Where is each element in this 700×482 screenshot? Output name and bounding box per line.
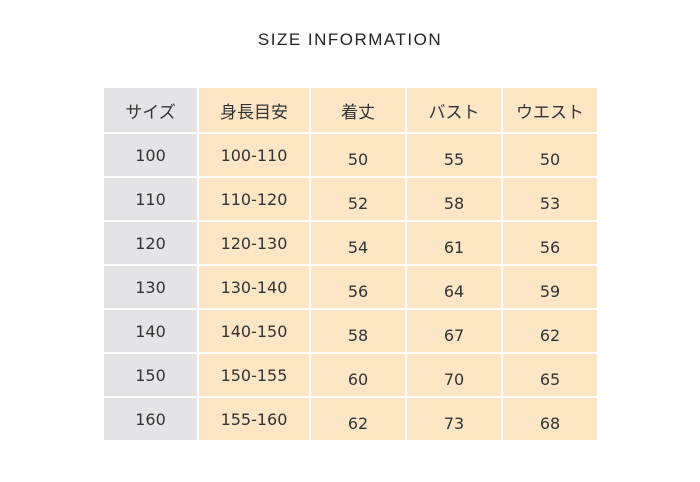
table-row: 140 140-150 58 67 62 [104, 310, 597, 352]
cell-size: 130 [104, 266, 197, 308]
cell-length: 54 [311, 222, 405, 264]
header-size: サイズ [104, 88, 197, 132]
table-row: 150 150-155 60 70 65 [104, 354, 597, 396]
cell-bust: 61 [407, 222, 501, 264]
table-row: 100 100-110 50 55 50 [104, 134, 597, 176]
cell-size: 100 [104, 134, 197, 176]
cell-length: 58 [311, 310, 405, 352]
page-title: SIZE INFORMATION [257, 30, 443, 49]
cell-bust: 67 [407, 310, 501, 352]
cell-waist: 68 [503, 398, 597, 440]
cell-length: 62 [311, 398, 405, 440]
cell-height: 100-110 [199, 134, 309, 176]
cell-height: 120-130 [199, 222, 309, 264]
cell-bust: 70 [407, 354, 501, 396]
cell-waist: 56 [503, 222, 597, 264]
size-table: サイズ 身長目安 着丈 バスト ウエスト 100 100-110 50 55 50 110… [102, 86, 599, 442]
cell-size: 150 [104, 354, 197, 396]
table-row: 120 120-130 54 61 56 [104, 222, 597, 264]
cell-waist: 59 [503, 266, 597, 308]
table-row: 160 155-160 62 73 68 [104, 398, 597, 440]
cell-bust: 73 [407, 398, 501, 440]
cell-bust: 58 [407, 178, 501, 220]
cell-length: 52 [311, 178, 405, 220]
header-height: 身長目安 [199, 88, 309, 132]
table-row: 110 110-120 52 58 53 [104, 178, 597, 220]
cell-bust: 64 [407, 266, 501, 308]
cell-height: 140-150 [199, 310, 309, 352]
cell-length: 56 [311, 266, 405, 308]
header-length: 着丈 [311, 88, 405, 132]
table-row: 130 130-140 56 64 59 [104, 266, 597, 308]
cell-length: 50 [311, 134, 405, 176]
cell-size: 120 [104, 222, 197, 264]
cell-waist: 65 [503, 354, 597, 396]
cell-height: 110-120 [199, 178, 309, 220]
cell-height: 150-155 [199, 354, 309, 396]
cell-height: 155-160 [199, 398, 309, 440]
cell-size: 110 [104, 178, 197, 220]
cell-waist: 50 [503, 134, 597, 176]
header-waist: ウエスト [503, 88, 597, 132]
cell-length: 60 [311, 354, 405, 396]
header-row: サイズ 身長目安 着丈 バスト ウエスト [104, 88, 597, 132]
cell-height: 130-140 [199, 266, 309, 308]
cell-waist: 53 [503, 178, 597, 220]
cell-size: 160 [104, 398, 197, 440]
cell-size: 140 [104, 310, 197, 352]
header-bust: バスト [407, 88, 501, 132]
cell-bust: 55 [407, 134, 501, 176]
cell-waist: 62 [503, 310, 597, 352]
